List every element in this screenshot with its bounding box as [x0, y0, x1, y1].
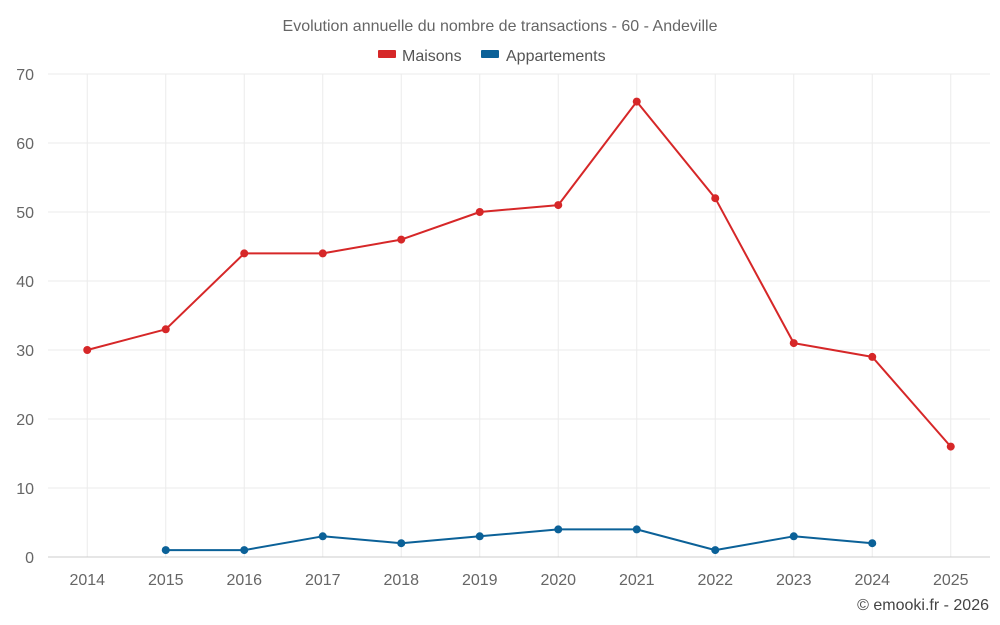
data-point-appartements[interactable] [475, 532, 484, 541]
x-tick-label: 2024 [854, 572, 890, 589]
legend-swatch-maisons [378, 50, 396, 58]
data-point-appartements[interactable] [318, 532, 327, 541]
data-point-maisons[interactable] [397, 235, 406, 244]
x-tick-label: 2022 [697, 572, 733, 589]
data-point-maisons[interactable] [946, 442, 955, 451]
data-point-appartements[interactable] [711, 546, 720, 555]
credit-text: © emooki.fr - 2026 [857, 597, 989, 614]
data-point-maisons[interactable] [868, 352, 877, 361]
y-tick-label: 40 [16, 274, 34, 291]
data-point-maisons[interactable] [789, 339, 798, 348]
data-point-maisons[interactable] [711, 194, 720, 203]
legend-label-appartements: Appartements [506, 48, 606, 65]
legend-swatch-appartements [481, 50, 499, 58]
x-tick-label: 2021 [619, 572, 655, 589]
data-point-appartements[interactable] [161, 546, 170, 555]
data-point-appartements[interactable] [554, 525, 563, 534]
y-axis: 0 10 20 30 40 50 60 70 [16, 67, 34, 567]
x-tick-label: 2015 [148, 572, 184, 589]
x-tick-label: 2016 [226, 572, 262, 589]
data-point-maisons[interactable] [240, 249, 249, 258]
x-tick-label: 2019 [462, 572, 498, 589]
y-tick-label: 20 [16, 412, 34, 429]
data-point-appartements[interactable] [240, 546, 249, 555]
data-point-appartements[interactable] [868, 539, 877, 548]
x-tick-label: 2025 [933, 572, 969, 589]
data-point-maisons[interactable] [161, 325, 170, 334]
y-tick-label: 50 [16, 205, 34, 222]
data-point-maisons[interactable] [632, 97, 641, 106]
series-layer [83, 97, 955, 555]
y-tick-label: 0 [25, 550, 34, 567]
chart-title: Evolution annuelle du nombre de transact… [283, 18, 718, 35]
x-tick-label: 2023 [776, 572, 812, 589]
y-tick-label: 10 [16, 481, 34, 498]
legend-item-appartements[interactable]: Appartements [481, 48, 606, 65]
gridlines [48, 73, 990, 557]
y-tick-label: 30 [16, 343, 34, 360]
x-tick-label: 2020 [540, 572, 576, 589]
data-point-appartements[interactable] [397, 539, 406, 548]
data-point-maisons[interactable] [554, 201, 563, 210]
data-point-appartements[interactable] [632, 525, 641, 534]
x-tick-label: 2018 [383, 572, 419, 589]
x-axis: 2014 2015 2016 2017 2018 2019 2020 2021 2022 2023… [48, 556, 990, 589]
series-line-appartements [165, 528, 873, 552]
data-point-maisons[interactable] [83, 346, 92, 354]
legend-label-maisons: Maisons [402, 48, 462, 65]
legend: Maisons Appartements [378, 48, 606, 65]
data-point-maisons[interactable] [318, 249, 327, 258]
data-point-appartements[interactable] [789, 532, 798, 541]
y-tick-label: 70 [16, 67, 34, 84]
series-line-maisons [86, 100, 952, 448]
legend-item-maisons[interactable]: Maisons [378, 48, 462, 65]
y-tick-label: 60 [16, 136, 34, 153]
data-point-maisons[interactable] [475, 208, 484, 216]
x-tick-label: 2017 [305, 572, 341, 589]
x-tick-label: 2014 [69, 572, 105, 589]
